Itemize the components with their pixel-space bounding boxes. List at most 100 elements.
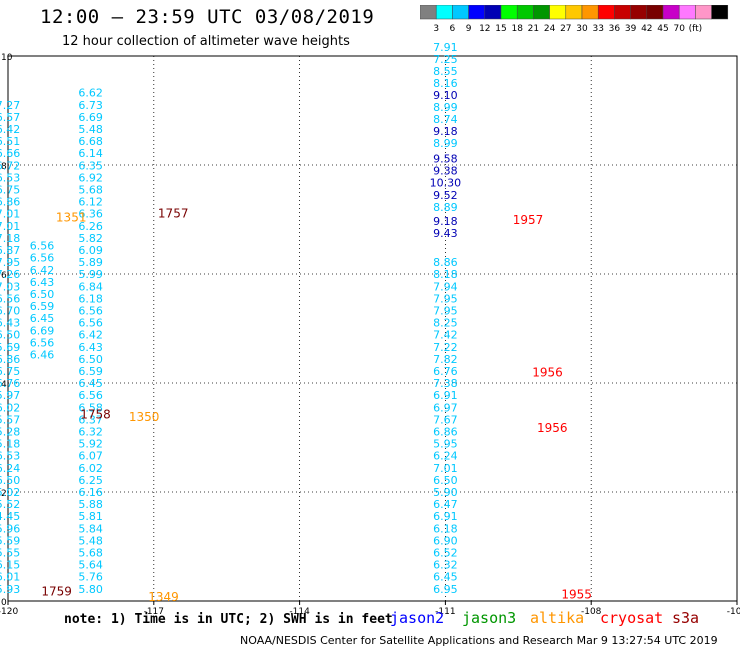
swh-value-label: 9.38 (433, 165, 458, 178)
swh-value-label: 6.76 (433, 365, 458, 378)
time-label: 1957 (513, 213, 544, 227)
legend-cryosat: cryosat (600, 609, 664, 627)
swh-value-label: 6.91 (433, 389, 458, 402)
swh-value-label: 7.01 (0, 220, 20, 233)
legend-jason3: jason3 (462, 609, 517, 627)
swh-value-label: 7.01 (433, 462, 458, 475)
swh-value-label: 4.45 (0, 510, 20, 523)
swh-value-label: 6.70 (0, 305, 20, 318)
swh-value-label: 5.02 (0, 486, 20, 499)
swh-value-label: 6.26 (78, 220, 103, 233)
swh-value-label: 6.57 (0, 111, 20, 124)
swh-value-label: 5.55 (0, 547, 20, 560)
colorbar-label: 24 (544, 24, 556, 33)
swh-value-label: 6.50 (0, 474, 20, 487)
swh-value-label: 6.75 (0, 184, 20, 197)
swh-value-label: 5.81 (78, 510, 103, 523)
legend-jason2: jason2 (390, 609, 445, 627)
swh-value-label: 6.42 (0, 123, 20, 136)
swh-value-label: 6.56 (30, 252, 55, 265)
swh-value-label: 7.67 (433, 413, 458, 426)
legend-s3a: s3a (672, 609, 700, 627)
time-label: 1757 (158, 206, 189, 220)
swh-value-label: 5.59 (0, 534, 20, 547)
swh-value-label: 6.25 (78, 474, 103, 487)
swh-value-label: 8.99 (433, 137, 458, 150)
swh-value-label: 5.68 (78, 547, 103, 560)
swh-value-label: 6.59 (30, 300, 55, 313)
swh-value-label: 6.53 (0, 171, 20, 184)
swh-value-label: 6.16 (78, 486, 103, 499)
time-label: 1349 (148, 590, 179, 604)
swh-value-label: 6.91 (433, 510, 458, 523)
colorbar-label: 33 (592, 24, 603, 33)
colorbar-label: 9 (466, 24, 472, 33)
swh-value-label: 7.03 (0, 280, 20, 293)
swh-value-label: 5.48 (78, 123, 103, 136)
colorbar-label: 39 (625, 24, 637, 33)
swh-value-label: 5.95 (433, 438, 458, 451)
swh-value-label: 6.45 (30, 312, 55, 325)
swh-value-label: 6.50 (78, 353, 103, 366)
swh-value-label: 6.18 (433, 522, 458, 535)
time-label: 1758 (80, 407, 111, 421)
time-label: 1351 (56, 211, 87, 225)
swh-value-label: 7.91 (433, 41, 458, 54)
credit-line: NOAA/NESDIS Center for Satellite Applica… (240, 634, 718, 647)
footnote: note: 1) Time is in UTC; 2) SWH is in fe… (64, 612, 393, 627)
legend-altika: altika (530, 609, 585, 627)
colorbar-label: 42 (641, 24, 652, 33)
swh-value-label: 5.76 (78, 571, 103, 584)
swh-value-label: 6.02 (0, 401, 20, 414)
swh-value-label: 6.68 (78, 135, 103, 148)
swh-value-label: 6.45 (78, 377, 103, 390)
swh-value-label: 6.01 (0, 571, 20, 584)
swh-value-label: 6.14 (78, 147, 103, 160)
swh-value-label: 6.07 (78, 450, 103, 463)
plot-frame (7, 55, 738, 602)
swh-value-label: 6.42 (78, 329, 103, 342)
swh-value-label: 6.09 (78, 244, 103, 257)
swh-value-label: 6.59 (78, 365, 103, 378)
swh-value-label: 7.38 (433, 377, 458, 390)
swh-value-label: 6.47 (433, 498, 458, 511)
swh-value-label: 5.52 (0, 498, 20, 511)
x-tick-label: -108 (581, 607, 602, 617)
swh-value-label: 7.95 (0, 256, 20, 269)
swh-value-label: 8.16 (433, 77, 458, 90)
colorbar-label: (ft) (689, 24, 703, 33)
swh-value-label: 6.35 (78, 159, 103, 172)
swh-value-label: 5.18 (0, 438, 20, 451)
y-tick-label: 10 (1, 53, 13, 63)
swh-value-label: 7.22 (433, 341, 458, 354)
swh-value-label: 7.95 (433, 292, 458, 305)
x-tick-label: -111 (435, 607, 455, 617)
swh-value-label: 6.24 (0, 462, 20, 475)
colorbar-label: 27 (560, 24, 571, 33)
swh-value-label: 6.18 (78, 292, 103, 305)
colorbar-label: 3 (433, 24, 439, 33)
swh-value-label: 6.95 (433, 583, 458, 596)
swh-value-label: 7.27 (0, 99, 20, 112)
time-label: 1956 (537, 421, 568, 435)
swh-value-label: 6.69 (78, 111, 103, 124)
swh-value-label: 5.57 (0, 413, 20, 426)
swh-value-label: 5.28 (0, 426, 20, 439)
swh-value-label: 6.56 (30, 240, 55, 253)
swh-value-label: 6.32 (78, 426, 103, 439)
y-tick-label: 6 (1, 271, 7, 281)
swh-value-label: 6.56 (78, 389, 103, 402)
swh-value-label: 6.15 (0, 559, 20, 572)
swh-value-label: 6.56 (30, 336, 55, 349)
swh-value-label: 6.50 (0, 329, 20, 342)
swh-value-label: 6.50 (433, 474, 458, 487)
swh-value-label: 6.86 (0, 196, 20, 209)
swh-value-label: 5.96 (0, 522, 20, 535)
swh-value-label: 6.52 (433, 547, 458, 560)
swh-value-label: 6.72 (0, 159, 20, 172)
y-tick-label: 8 (1, 162, 7, 172)
x-tick-label: -117 (144, 607, 164, 617)
swh-value-label: 5.84 (78, 522, 103, 535)
x-tick-label: -120 (0, 607, 18, 617)
swh-value-label: 6.62 (78, 87, 103, 100)
